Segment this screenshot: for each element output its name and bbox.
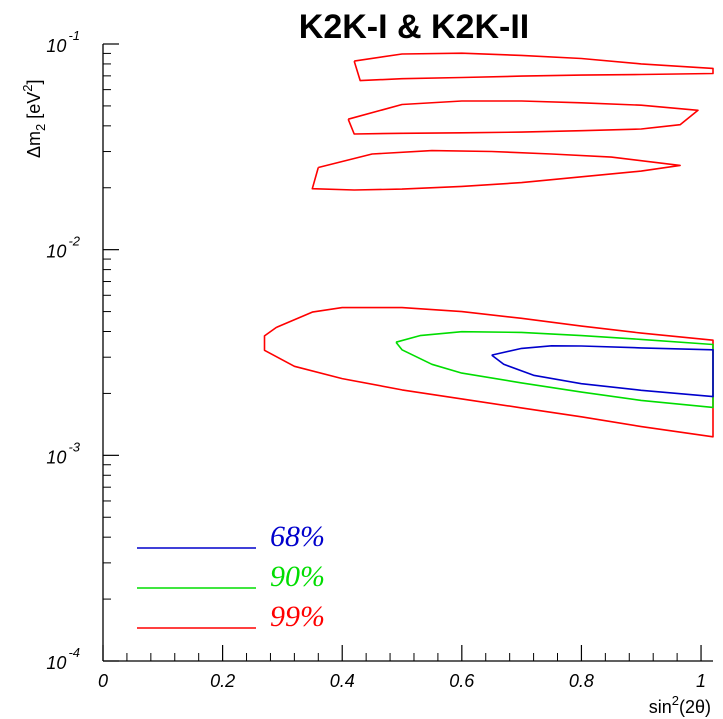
x-tick-label: 0	[98, 671, 108, 691]
plot-frame	[102, 44, 713, 662]
y-tick-label: 10-2	[46, 234, 80, 262]
legend-label: 90%	[270, 560, 325, 593]
contour-99-percent	[263, 306, 714, 438]
legend-label: 99%	[270, 600, 325, 633]
y-tick-label: 10-4	[46, 645, 80, 673]
y-axis-label: Δm2 [eV2]	[20, 79, 48, 158]
y-tick-label: 10-3	[46, 439, 80, 467]
x-tick-label: 0.6	[449, 671, 475, 691]
x-tick-label: 0.8	[569, 671, 594, 691]
tick-labels: 0 0.2 0.4 0.6 0.8 1 10-1 10-2 10-3 10-4	[46, 28, 706, 691]
contour-99-percent	[353, 52, 714, 82]
axis-ticks	[102, 43, 702, 662]
x-tick-label: 0.4	[330, 671, 355, 691]
contour-99-percent	[311, 149, 681, 191]
legend-label: 68%	[270, 520, 325, 553]
x-tick-label: 1	[696, 671, 706, 691]
contour-68-percent	[491, 344, 714, 398]
contour-99-percent	[347, 100, 699, 135]
y-tick-label: 10-1	[46, 28, 80, 56]
x-tick-label: 0.2	[210, 671, 235, 691]
contour-lines	[263, 52, 714, 438]
x-axis-label: sin2(2θ)	[649, 693, 711, 717]
legend: 68% 90% 99%	[137, 520, 325, 633]
chart-title: K2K-I & K2K-II	[299, 8, 529, 46]
contour-90-percent	[395, 330, 714, 409]
